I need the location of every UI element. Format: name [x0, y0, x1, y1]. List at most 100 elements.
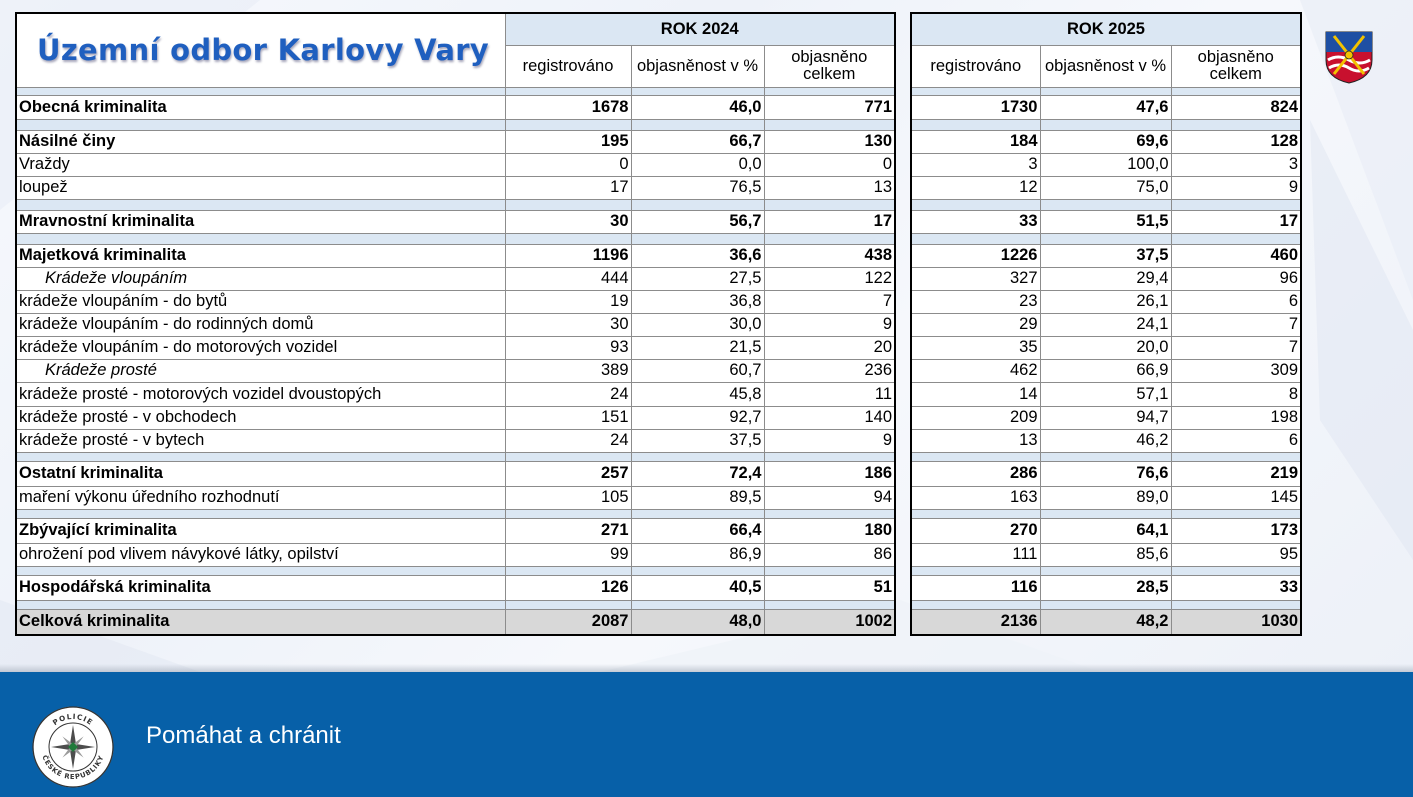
registered-value: 33: [910, 209, 1041, 234]
footer-shadow: [0, 664, 1413, 674]
regional-crest-icon: [1325, 31, 1373, 84]
registered-value: 19: [504, 289, 632, 314]
registered-value: 1678: [504, 94, 632, 120]
registered-value: 2087: [504, 608, 632, 636]
row-label: krádeže prosté - motorových vozidel dvou…: [15, 381, 506, 407]
row-kradeze-vloupanim-do-motorovych-vozidel: krádeže vloupáním - do motorových vozide…: [15, 335, 896, 360]
page-title: Územní odbor Karlovy Vary: [37, 33, 490, 68]
clearance-value: 28,5: [1039, 574, 1172, 601]
registered-value: 1730: [910, 94, 1041, 120]
row-label: Zbývající kriminalita: [15, 517, 506, 544]
row-label: krádeže prosté - v obchodech: [15, 405, 506, 430]
cleared-value: 173: [1170, 517, 1302, 544]
table-2024: Územní odbor Karlovy Vary ROK 2024 regis…: [15, 12, 897, 636]
clearance-value: 51,5: [1039, 209, 1172, 234]
clearance-value: 24,1: [1039, 312, 1172, 337]
spacer-row: [15, 508, 896, 519]
clearance-value: 48,2: [1039, 608, 1172, 636]
clearance-value: 86,9: [630, 542, 765, 567]
row-majetkova-kriminalita: Majetková kriminalita 1196 36,6 438: [15, 243, 896, 268]
cleared-value: 51: [763, 574, 896, 601]
cleared-value: 9: [763, 312, 896, 337]
year-header-2024: ROK 2024: [504, 12, 896, 46]
cleared-value: 13: [763, 175, 896, 200]
clearance-value: 48,0: [630, 608, 765, 636]
clearance-value: 46,2: [1039, 428, 1172, 453]
row-label: Ostatní kriminalita: [15, 460, 506, 487]
row-kradeze-proste-v-bytech: 13 46,2 6: [910, 428, 1302, 453]
clearance-value: 60,7: [630, 358, 765, 383]
registered-value: 0: [504, 152, 632, 177]
cleared-value: 20: [763, 335, 896, 360]
cleared-value: 6: [1170, 428, 1302, 453]
col-clearance: objasněnost v %: [630, 44, 765, 88]
registered-value: 286: [910, 460, 1041, 487]
row-mravnostni-kriminalita: Mravnostní kriminalita 30 56,7 17: [15, 209, 896, 234]
registered-value: 29: [910, 312, 1041, 337]
cleared-value: 122: [763, 266, 896, 291]
cleared-value: 7: [763, 289, 896, 314]
registered-value: 151: [504, 405, 632, 430]
clearance-value: 47,6: [1039, 94, 1172, 120]
cleared-value: 7: [1170, 312, 1302, 337]
spacer-row: [910, 508, 1302, 519]
registered-value: 35: [910, 335, 1041, 360]
registered-value: 116: [910, 574, 1041, 601]
clearance-value: 36,6: [630, 243, 765, 268]
clearance-value: 66,7: [630, 129, 765, 154]
clearance-value: 21,5: [630, 335, 765, 360]
clearance-value: 30,0: [630, 312, 765, 337]
row-label: Krádeže vloupáním: [15, 266, 506, 291]
registered-value: 270: [910, 517, 1041, 544]
cleared-value: 33: [1170, 574, 1302, 601]
spacer-row: [15, 118, 896, 131]
spacer-row: [15, 198, 896, 211]
clearance-value: 72,4: [630, 460, 765, 487]
row-obecna-kriminalita: Obecná kriminalita 1678 46,0 771: [15, 94, 896, 120]
row-kradeze-proste-motorovych-vozidel-dvoustopych: 14 57,1 8: [910, 381, 1302, 407]
clearance-value: 45,8: [630, 381, 765, 407]
registered-value: 327: [910, 266, 1041, 291]
registered-value: 462: [910, 358, 1041, 383]
row-label: Násilné činy: [15, 129, 506, 154]
col-clearance: objasněnost v %: [1039, 44, 1172, 88]
row-label: Vraždy: [15, 152, 506, 177]
spacer-row: [15, 565, 896, 576]
row-ostatni-kriminalita: 286 76,6 219: [910, 460, 1302, 487]
spacer-row: [910, 232, 1302, 245]
registered-value: 17: [504, 175, 632, 200]
registered-value: 24: [504, 381, 632, 407]
row-label: Krádeže prosté: [15, 358, 506, 383]
cleared-value: 11: [763, 381, 896, 407]
col-registered: registrováno: [504, 44, 632, 88]
cleared-value: 94: [763, 485, 896, 510]
clearance-value: 75,0: [1039, 175, 1172, 200]
spacer-row: [15, 599, 896, 610]
row-hospodarska-kriminalita: 116 28,5 33: [910, 574, 1302, 601]
row-kradeze-proste-motorovych-vozidel-dvoustopych: krádeže prosté - motorových vozidel dvou…: [15, 381, 896, 407]
clearance-value: 0,0: [630, 152, 765, 177]
cleared-value: 824: [1170, 94, 1302, 120]
row-label: krádeže vloupáním - do bytů: [15, 289, 506, 314]
cleared-value: 198: [1170, 405, 1302, 430]
row-kradeze-vloupanim-do-rodinnych-domu: krádeže vloupáním - do rodinných domů 30 3…: [15, 312, 896, 337]
clearance-value: 37,5: [1039, 243, 1172, 268]
clearance-value: 66,4: [630, 517, 765, 544]
registered-value: 12: [910, 175, 1041, 200]
clearance-value: 64,1: [1039, 517, 1172, 544]
col-cleared: objasněno celkem: [763, 44, 896, 88]
registered-value: 3: [910, 152, 1041, 177]
cleared-value: 309: [1170, 358, 1302, 383]
row-mravnostni-kriminalita: 33 51,5 17: [910, 209, 1302, 234]
cleared-value: 6: [1170, 289, 1302, 314]
row-hospodarska-kriminalita: Hospodářská kriminalita 126 40,5 51: [15, 574, 896, 601]
row-label: loupež: [15, 175, 506, 200]
registered-value: 30: [504, 312, 632, 337]
table-2025: ROK 2025 registrováno objasněnost v % ob…: [910, 12, 1303, 636]
row-label: krádeže vloupáním - do rodinných domů: [15, 312, 506, 337]
footer-bar: [0, 672, 1413, 797]
registered-value: 30: [504, 209, 632, 234]
row-celkova-kriminalita: Celková kriminalita 2087 48,0 1002: [15, 608, 896, 636]
clearance-value: 36,8: [630, 289, 765, 314]
registered-value: 184: [910, 129, 1041, 154]
